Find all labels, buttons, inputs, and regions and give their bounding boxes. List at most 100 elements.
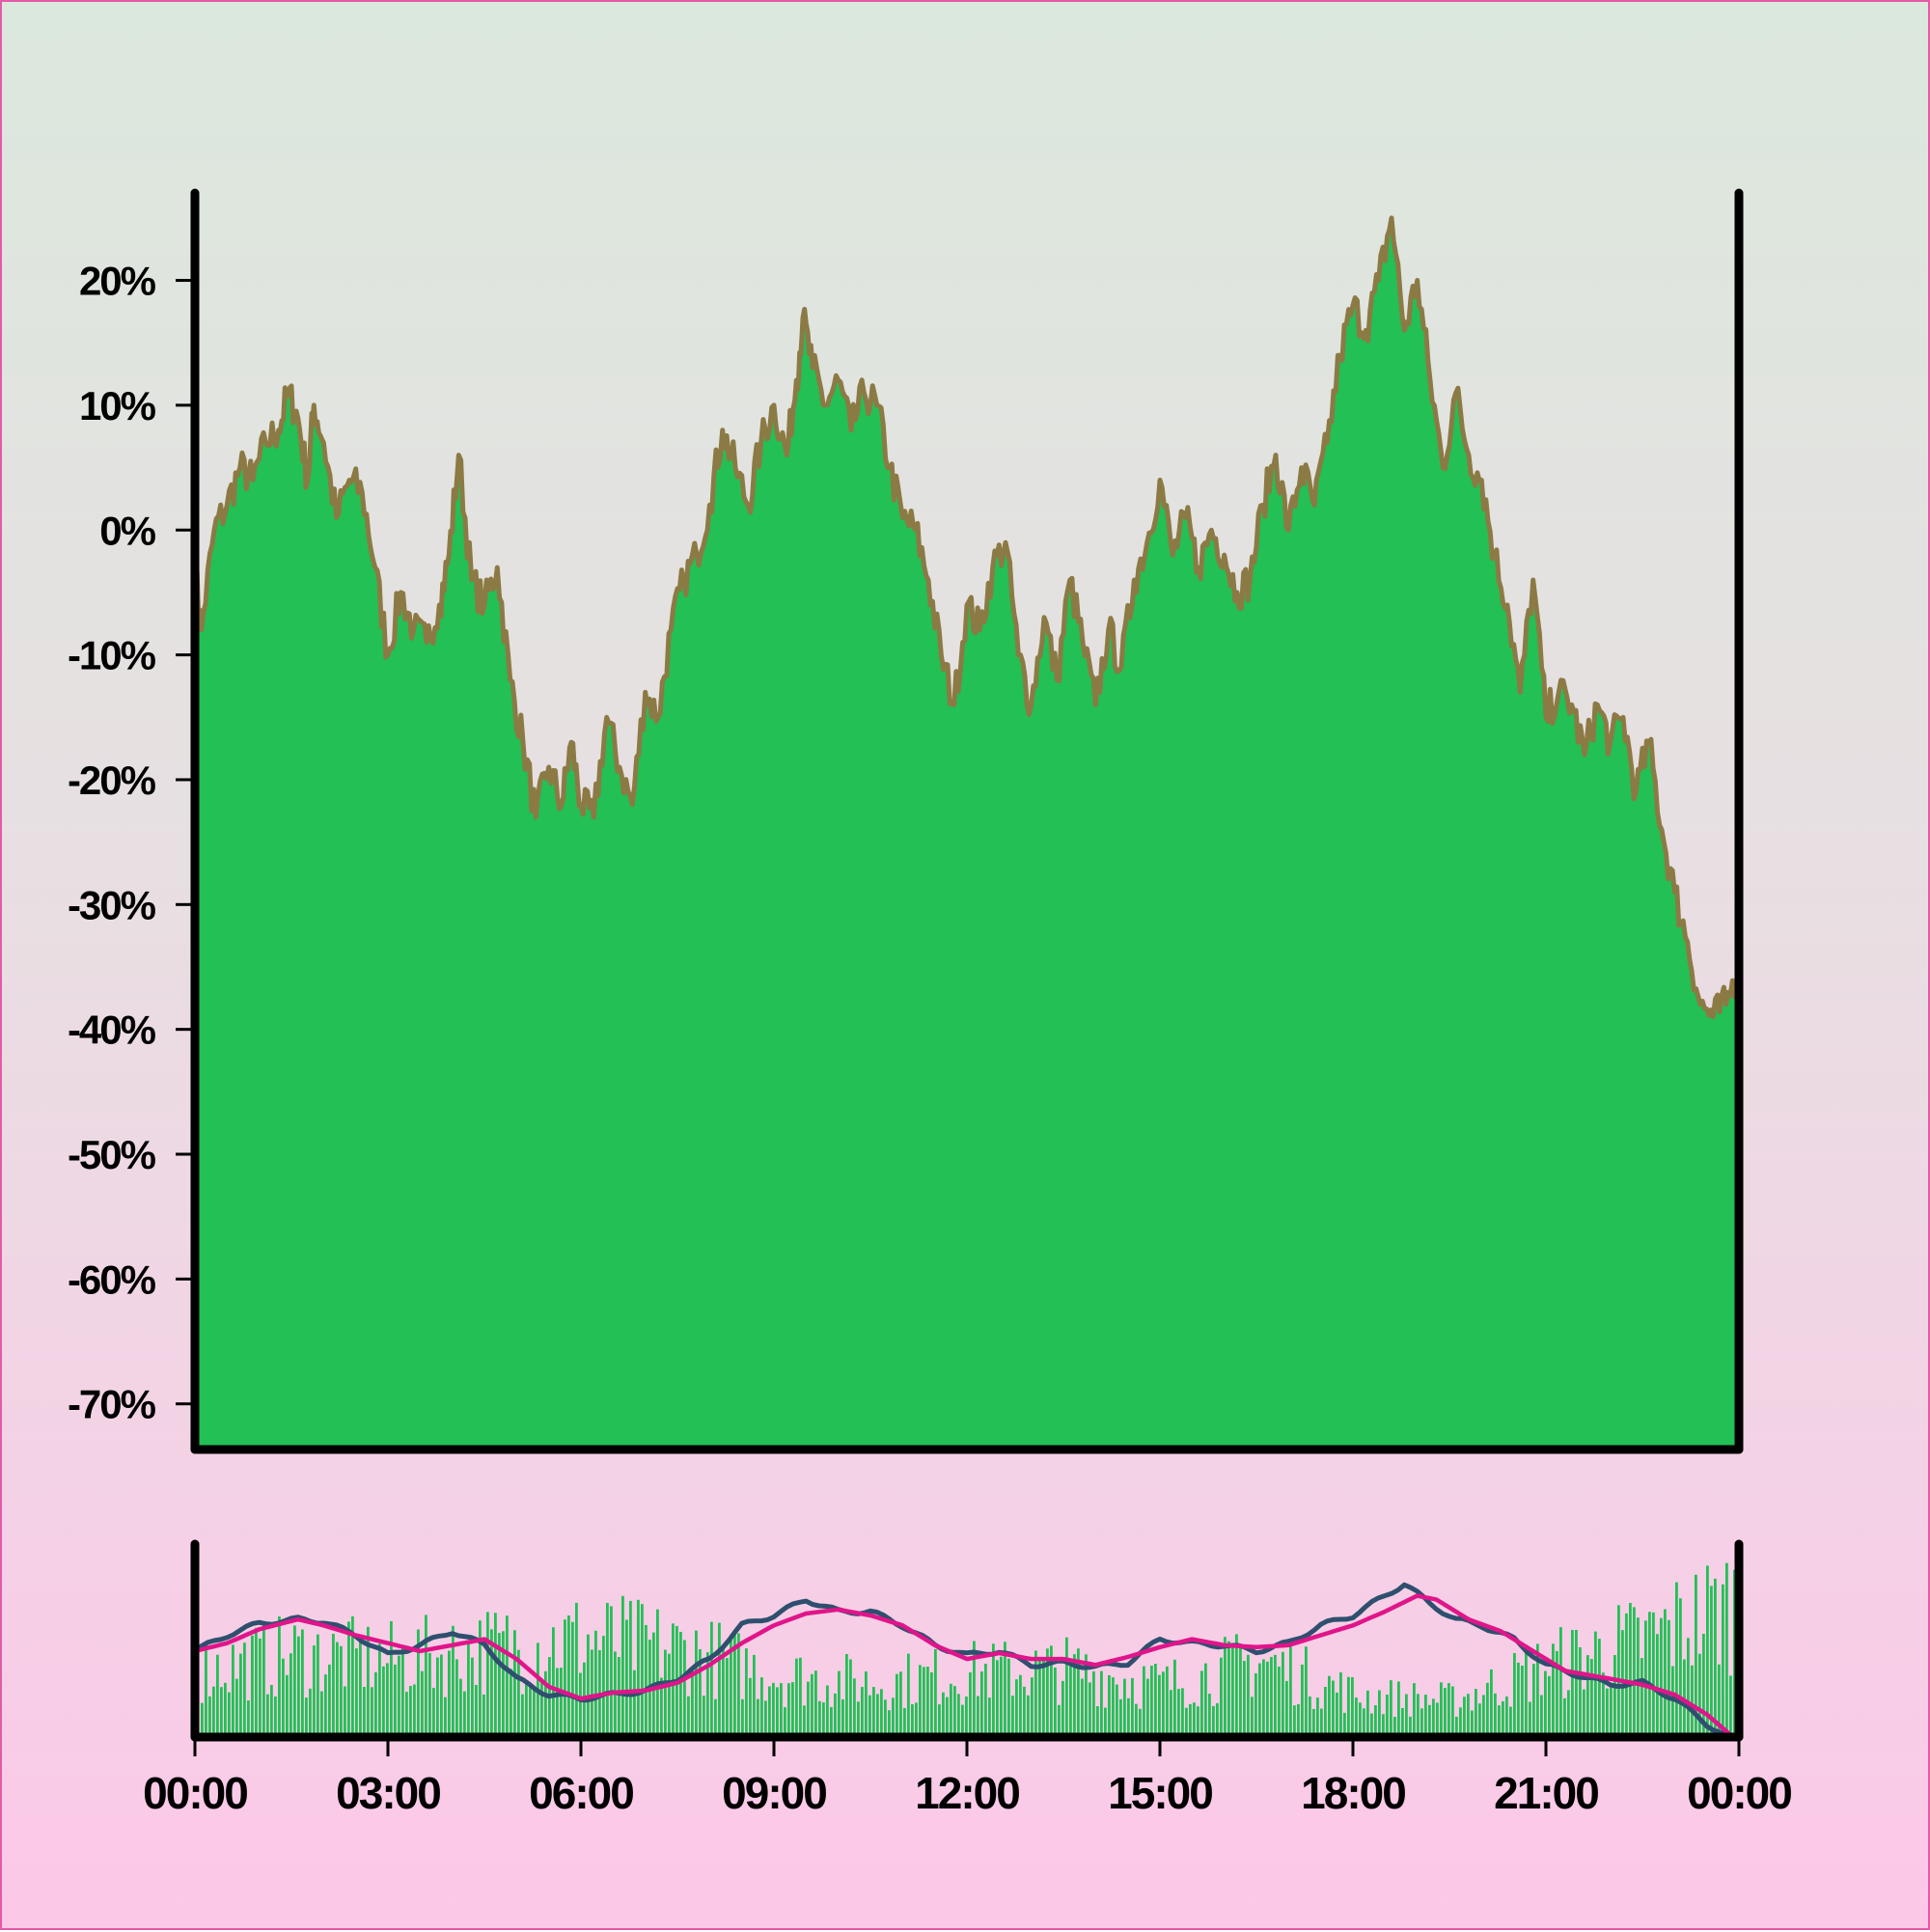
volume-bar	[645, 1624, 648, 1734]
volume-bar	[1282, 1651, 1284, 1734]
volume-bar	[1648, 1612, 1651, 1734]
volume-bar	[571, 1621, 574, 1734]
volume-bar	[691, 1670, 694, 1734]
volume-bar	[1328, 1675, 1331, 1734]
volume-bar	[398, 1655, 400, 1734]
volume-bar	[1069, 1658, 1072, 1734]
volume-subplot: 00:00 03:00 06:00 09:00 12:00 15:00 18:00 21:00…	[143, 1539, 1793, 1818]
volume-bar	[459, 1678, 462, 1734]
volume-bar	[683, 1640, 686, 1734]
volume-bar	[1116, 1684, 1118, 1734]
volume-bar	[791, 1682, 794, 1734]
volume-bar	[953, 1686, 956, 1734]
volume-bar	[274, 1696, 277, 1734]
volume-bar	[1401, 1708, 1404, 1734]
volume-bar	[340, 1645, 343, 1734]
volume-bar	[216, 1654, 219, 1734]
volume-bar	[290, 1653, 292, 1734]
volume-bar	[787, 1683, 790, 1734]
volume-bar	[907, 1653, 910, 1734]
volume-bar	[1143, 1666, 1145, 1734]
volume-bar	[564, 1619, 566, 1734]
volume-bar	[876, 1694, 879, 1734]
volume-bar	[1733, 1569, 1736, 1734]
volume-bar	[266, 1694, 269, 1734]
volume-bar	[262, 1622, 265, 1734]
volume-bar	[560, 1668, 563, 1734]
volume-bar	[579, 1672, 582, 1734]
volume-bar	[880, 1689, 883, 1734]
volume-bar	[938, 1704, 941, 1734]
volume-bar	[510, 1669, 512, 1734]
volume-bar	[1081, 1678, 1084, 1734]
volume-bar	[884, 1699, 887, 1734]
volume-bar	[409, 1686, 412, 1734]
volume-bar	[428, 1652, 431, 1734]
volume-bar	[872, 1687, 875, 1734]
volume-bar	[1660, 1617, 1663, 1734]
volume-bar	[1166, 1666, 1169, 1734]
x-tick-label: 03:00	[336, 1768, 440, 1818]
main-area-plot: 20% 10% 0% -10% -20% -30% -40% -50% -60% -70%	[68, 188, 1744, 1454]
volume-bar	[1309, 1696, 1311, 1734]
volume-bar	[957, 1694, 960, 1734]
volume-bar	[660, 1677, 663, 1734]
volume-bar	[1571, 1630, 1574, 1734]
area-fill	[195, 217, 1739, 1449]
volume-bar	[1590, 1659, 1593, 1734]
volume-bar	[1610, 1686, 1613, 1734]
volume-bar	[382, 1666, 385, 1734]
volume-bar	[1363, 1708, 1365, 1734]
volume-bar	[1100, 1670, 1103, 1734]
volume-bar	[317, 1634, 319, 1734]
volume-bar	[1559, 1627, 1562, 1734]
volume-bar	[784, 1707, 786, 1734]
volume-bar	[772, 1682, 775, 1734]
volume-bar	[1027, 1695, 1030, 1734]
volume-bar	[1594, 1631, 1597, 1734]
volume-bar	[320, 1691, 323, 1734]
volume-bar	[896, 1673, 898, 1734]
volume-bar	[1714, 1578, 1717, 1734]
volume-bar	[1725, 1562, 1728, 1734]
volume-bar	[838, 1670, 841, 1734]
volume-bar	[255, 1627, 258, 1734]
volume-bar	[1482, 1695, 1485, 1734]
volume-bar	[1405, 1694, 1408, 1734]
volume-bar	[1637, 1617, 1640, 1734]
volume-bar	[722, 1647, 725, 1734]
volume-bar	[286, 1674, 289, 1734]
volume-bar	[378, 1643, 381, 1734]
y-tick-label: -10%	[68, 633, 156, 678]
volume-bar	[1231, 1644, 1234, 1734]
volume-bar	[1695, 1574, 1697, 1734]
volume-bar	[841, 1698, 844, 1734]
y-tick-label: -70%	[68, 1382, 156, 1427]
volume-bar	[1467, 1694, 1470, 1734]
volume-bar	[344, 1686, 346, 1734]
volume-bar	[1413, 1683, 1416, 1734]
volume-bar	[969, 1672, 972, 1734]
volume-bar	[529, 1685, 532, 1734]
volume-bar	[1444, 1688, 1447, 1734]
volume-bar	[1536, 1643, 1539, 1734]
volume-bar	[498, 1633, 501, 1734]
volume-bar	[857, 1701, 860, 1734]
volume-bar	[1683, 1659, 1686, 1734]
volume-bar	[1428, 1704, 1431, 1734]
volume-bar	[1498, 1705, 1501, 1734]
volume-bar	[776, 1687, 779, 1734]
y-tick-label: -20%	[68, 758, 156, 803]
volume-bar	[591, 1649, 593, 1734]
volume-bar	[374, 1671, 377, 1734]
volume-bar	[1664, 1609, 1667, 1734]
volume-bar	[1532, 1664, 1535, 1734]
volume-bar	[1220, 1657, 1223, 1734]
volume-bar	[247, 1700, 250, 1734]
volume-bar	[455, 1659, 458, 1734]
volume-bar	[1212, 1705, 1215, 1734]
y-tick-label: 0%	[99, 508, 155, 553]
volume-bar	[1521, 1666, 1524, 1734]
volume-bar	[984, 1664, 987, 1734]
